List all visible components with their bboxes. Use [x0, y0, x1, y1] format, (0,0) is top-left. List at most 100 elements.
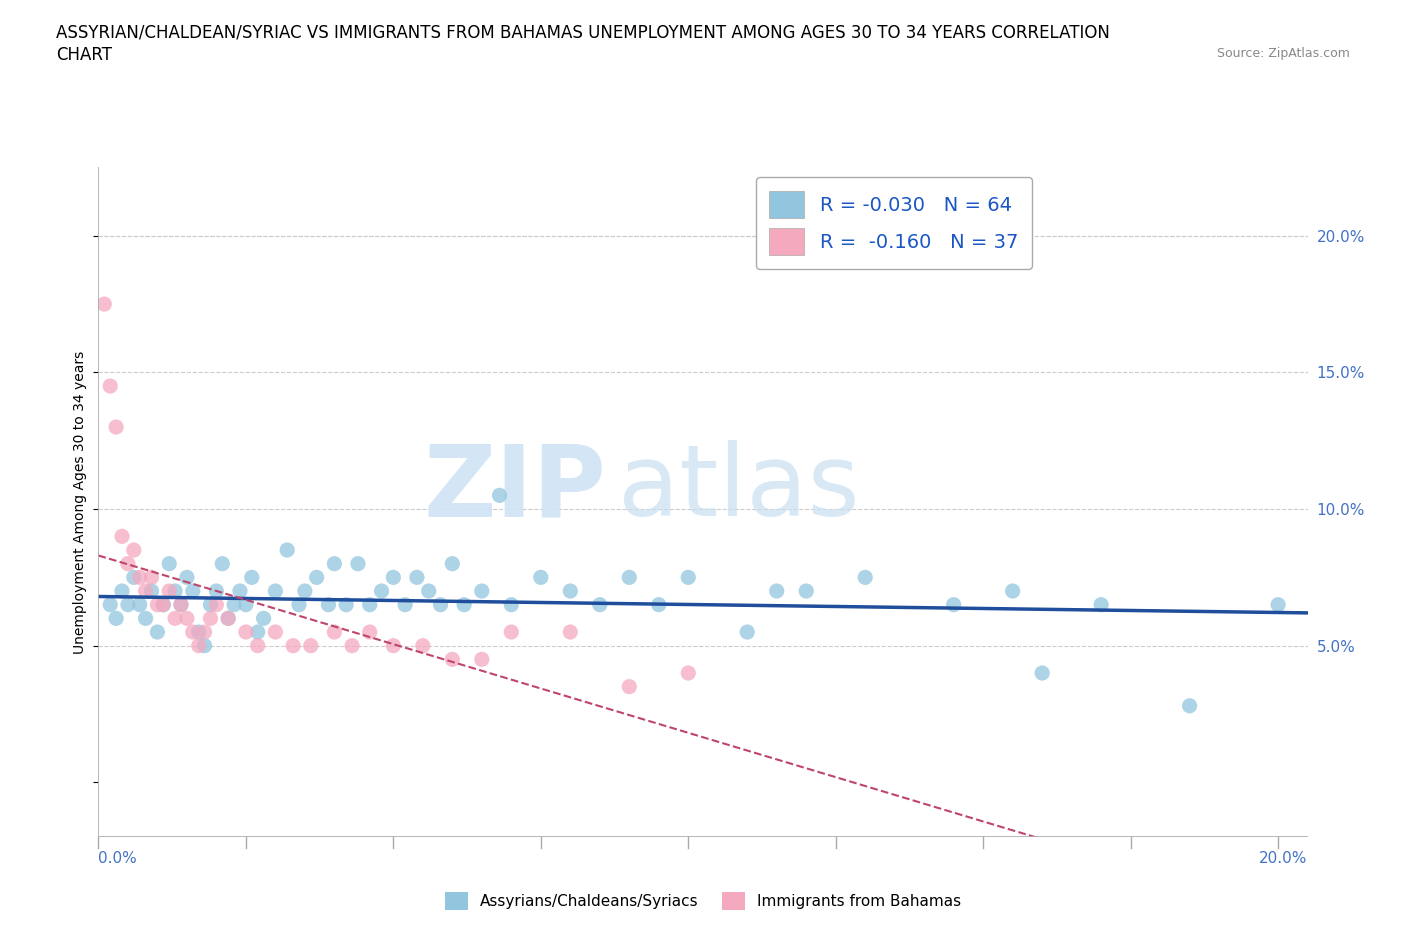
Point	[264, 625, 287, 640]
Point	[157, 584, 180, 599]
Point	[217, 611, 239, 626]
Point	[128, 597, 150, 612]
Point	[735, 625, 758, 640]
Point	[194, 625, 217, 640]
Point	[765, 584, 787, 599]
Point	[152, 597, 174, 612]
Point	[942, 597, 965, 612]
Point	[176, 570, 198, 585]
Point	[135, 584, 157, 599]
Point	[187, 625, 209, 640]
Point	[141, 584, 163, 599]
Point	[560, 584, 582, 599]
Point	[678, 666, 700, 681]
Point	[619, 679, 641, 694]
Point	[441, 652, 464, 667]
Point	[222, 597, 245, 612]
Point	[335, 597, 357, 612]
Y-axis label: Unemployment Among Ages 30 to 34 years: Unemployment Among Ages 30 to 34 years	[73, 351, 87, 654]
Point	[501, 597, 523, 612]
Point	[200, 611, 222, 626]
Point	[117, 556, 139, 571]
Point	[382, 638, 405, 653]
Point	[678, 570, 700, 585]
Point	[105, 611, 128, 626]
Point	[98, 379, 121, 393]
Text: 0.0%: 0.0%	[98, 851, 138, 866]
Point	[146, 597, 169, 612]
Point	[530, 570, 553, 585]
Point	[359, 625, 381, 640]
Point	[146, 625, 169, 640]
Point	[152, 597, 174, 612]
Point	[589, 597, 612, 612]
Point	[382, 570, 405, 585]
Legend: Assyrians/Chaldeans/Syriacs, Immigrants from Bahamas: Assyrians/Chaldeans/Syriacs, Immigrants …	[439, 885, 967, 916]
Point	[305, 570, 328, 585]
Point	[122, 542, 145, 557]
Point	[359, 597, 381, 612]
Point	[165, 611, 187, 626]
Point	[117, 597, 139, 612]
Point	[1090, 597, 1112, 612]
Point	[418, 584, 440, 599]
Point	[170, 597, 193, 612]
Point	[323, 625, 346, 640]
Point	[340, 638, 363, 653]
Point	[318, 597, 340, 612]
Point	[299, 638, 322, 653]
Point	[853, 570, 876, 585]
Point	[488, 488, 510, 503]
Point	[453, 597, 475, 612]
Text: ASSYRIAN/CHALDEAN/SYRIAC VS IMMIGRANTS FROM BAHAMAS UNEMPLOYMENT AMONG AGES 30 T: ASSYRIAN/CHALDEAN/SYRIAC VS IMMIGRANTS F…	[56, 23, 1111, 41]
Text: atlas: atlas	[619, 440, 860, 538]
Point	[211, 556, 233, 571]
Point	[347, 556, 370, 571]
Point	[246, 638, 269, 653]
Point	[1178, 698, 1201, 713]
Point	[135, 611, 157, 626]
Point	[406, 570, 429, 585]
Point	[394, 597, 416, 612]
Point	[93, 297, 115, 312]
Point	[501, 625, 523, 640]
Point	[264, 584, 287, 599]
Point	[560, 625, 582, 640]
Point	[619, 570, 641, 585]
Point	[370, 584, 392, 599]
Point	[235, 597, 257, 612]
Point	[1267, 597, 1289, 612]
Point	[240, 570, 263, 585]
Text: 20.0%: 20.0%	[1260, 851, 1308, 866]
Point	[288, 597, 311, 612]
Point	[235, 625, 257, 640]
Point	[176, 611, 198, 626]
Point	[98, 597, 121, 612]
Point	[648, 597, 671, 612]
Point	[471, 584, 494, 599]
Point	[122, 570, 145, 585]
Point	[200, 597, 222, 612]
Point	[205, 584, 228, 599]
Point	[229, 584, 252, 599]
Point	[205, 597, 228, 612]
Text: CHART: CHART	[56, 46, 112, 64]
Point	[794, 584, 817, 599]
Point	[471, 652, 494, 667]
Text: ZIP: ZIP	[423, 440, 606, 538]
Point	[194, 638, 217, 653]
Point	[141, 570, 163, 585]
Point	[246, 625, 269, 640]
Point	[111, 529, 134, 544]
Point	[1031, 666, 1053, 681]
Point	[157, 556, 180, 571]
Point	[217, 611, 239, 626]
Point	[187, 638, 209, 653]
Point	[105, 419, 128, 434]
Point	[323, 556, 346, 571]
Point	[170, 597, 193, 612]
Point	[412, 638, 434, 653]
Point	[181, 584, 204, 599]
Point	[429, 597, 451, 612]
Point	[276, 542, 298, 557]
